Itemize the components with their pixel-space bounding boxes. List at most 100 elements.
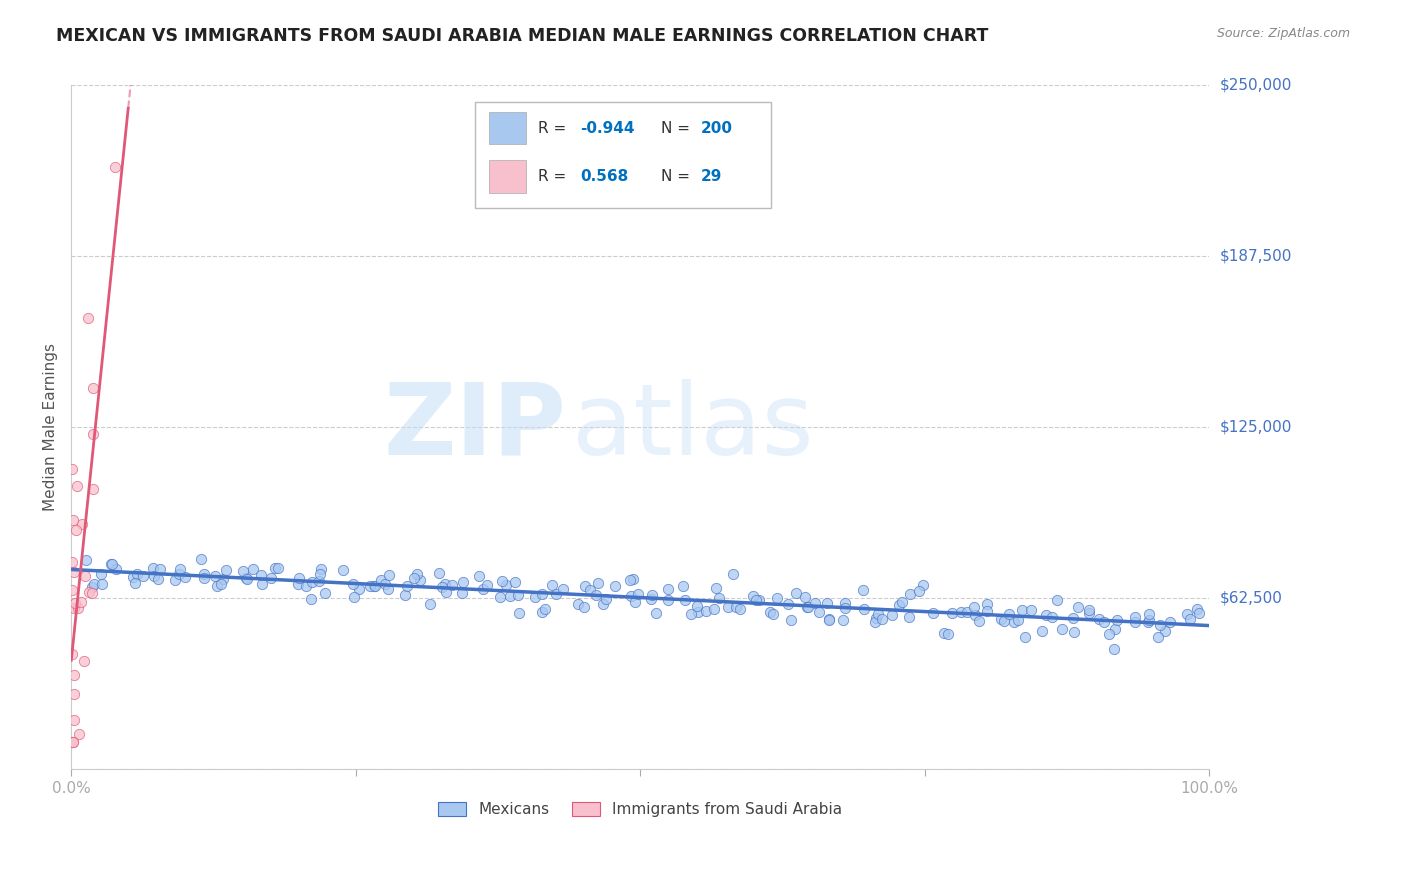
Point [897, 610, 920, 624]
Point [574, 579, 596, 593]
Point [728, 602, 751, 616]
Point [90, 567, 112, 582]
Text: atlas: atlas [572, 378, 814, 475]
Point [232, 564, 254, 578]
Point [491, 574, 513, 589]
Point [266, 561, 288, 575]
Point [90, 576, 112, 591]
Point [1098, 627, 1121, 641]
Point [62, 583, 84, 598]
Point [759, 605, 782, 619]
Point [817, 613, 839, 627]
Point [815, 596, 838, 610]
Point [949, 605, 972, 619]
Point [82, 427, 104, 442]
Point [235, 572, 257, 586]
Point [309, 562, 332, 576]
Point [803, 596, 825, 610]
Point [370, 573, 392, 587]
Point [451, 575, 474, 590]
Point [1147, 630, 1170, 644]
Point [998, 607, 1021, 621]
Point [834, 600, 856, 615]
Point [620, 590, 643, 604]
Point [976, 597, 998, 611]
Point [1123, 609, 1146, 624]
Point [907, 584, 929, 599]
Point [796, 600, 818, 615]
Point [724, 600, 747, 615]
Point [1011, 603, 1033, 617]
Point [640, 588, 662, 602]
Point [105, 562, 128, 576]
Point [645, 606, 668, 620]
Point [579, 582, 602, 597]
Point [205, 579, 228, 593]
Point [932, 626, 955, 640]
Point [314, 586, 336, 600]
Point [62, 735, 84, 749]
Point [373, 577, 395, 591]
Point [508, 588, 530, 602]
Point [936, 626, 959, 640]
Point [396, 579, 419, 593]
Point [434, 585, 457, 599]
Point [132, 569, 155, 583]
Point [672, 578, 695, 592]
Point [523, 591, 546, 605]
Point [1104, 622, 1126, 636]
Point [533, 602, 555, 616]
Point [252, 576, 274, 591]
Point [190, 552, 212, 566]
Point [359, 579, 381, 593]
Point [898, 587, 921, 601]
Point [741, 589, 763, 603]
FancyBboxPatch shape [489, 112, 526, 145]
Point [890, 595, 912, 609]
Point [62, 513, 84, 527]
Point [209, 576, 232, 591]
Point [67, 727, 90, 741]
Point [1175, 607, 1198, 621]
Point [818, 612, 841, 626]
Point [503, 575, 526, 590]
Point [592, 597, 614, 611]
Point [149, 562, 172, 576]
Point [148, 572, 170, 586]
Text: N =: N = [661, 169, 695, 184]
Point [1153, 624, 1175, 638]
Point [430, 580, 453, 594]
Text: ZIP: ZIP [384, 378, 567, 475]
Point [73, 654, 96, 668]
Point [721, 566, 744, 581]
Point [409, 573, 432, 587]
Point [75, 553, 97, 567]
Point [695, 605, 717, 619]
Text: 0.568: 0.568 [579, 169, 628, 184]
Point [551, 582, 574, 596]
Point [1137, 613, 1160, 627]
Point [707, 591, 730, 605]
Point [623, 595, 645, 609]
Text: -0.944: -0.944 [579, 120, 634, 136]
Point [889, 599, 911, 613]
Text: R =: R = [538, 120, 571, 136]
Text: R =: R = [538, 169, 571, 184]
Point [1088, 612, 1111, 626]
Point [62, 714, 84, 728]
Point [402, 571, 425, 585]
Point [347, 582, 370, 596]
Point [1040, 610, 1063, 624]
Point [83, 577, 105, 591]
Point [1104, 642, 1126, 657]
Point [1002, 615, 1025, 630]
Y-axis label: Median Male Earnings: Median Male Earnings [44, 343, 58, 511]
Point [530, 606, 553, 620]
Point [1123, 615, 1146, 630]
Point [499, 589, 522, 603]
Point [531, 587, 554, 601]
Point [80, 586, 103, 600]
Point [922, 606, 945, 620]
Point [142, 560, 165, 574]
Point [1062, 611, 1084, 625]
